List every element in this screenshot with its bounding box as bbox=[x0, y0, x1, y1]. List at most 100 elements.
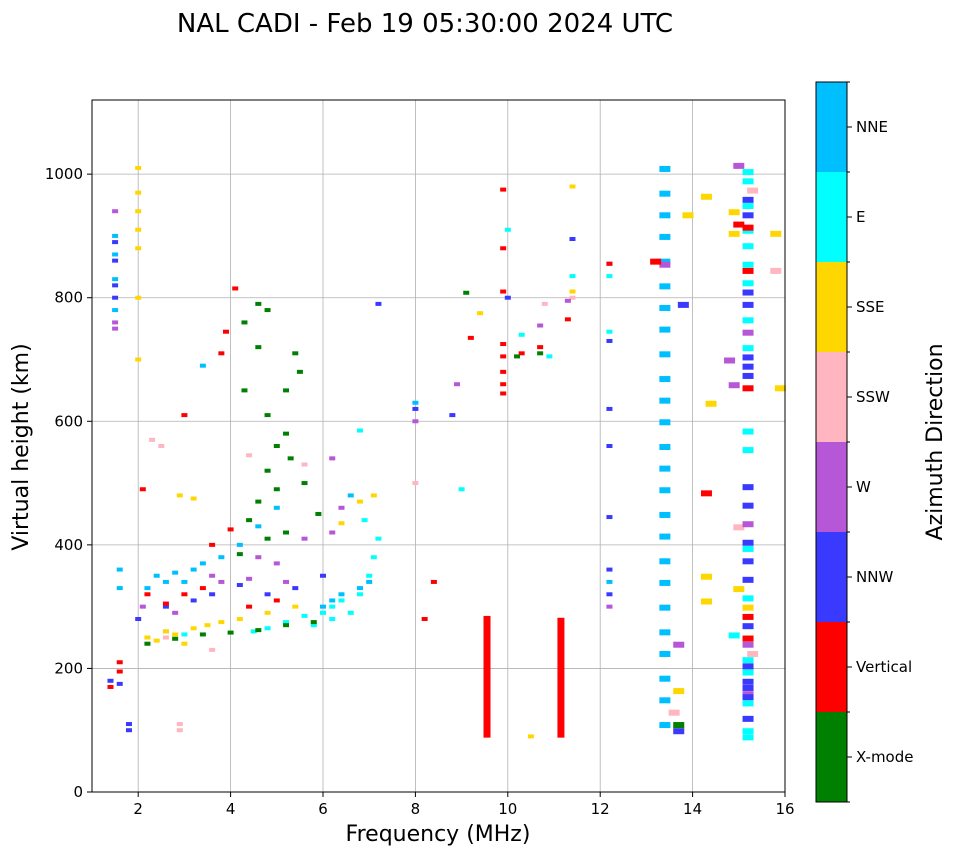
data-point-nne bbox=[273, 505, 280, 510]
data-point-e bbox=[742, 595, 754, 602]
data-point-x-mode bbox=[241, 388, 248, 393]
data-point-sse bbox=[700, 573, 712, 580]
data-point-sse bbox=[135, 246, 142, 251]
data-point-nne bbox=[659, 629, 671, 636]
data-point-x-mode bbox=[310, 620, 317, 625]
data-point-w bbox=[301, 536, 308, 541]
data-point-e bbox=[606, 329, 613, 334]
data-point-nne bbox=[659, 283, 671, 290]
data-point-nne bbox=[659, 558, 671, 565]
data-point-vertical bbox=[139, 487, 146, 492]
data-point-vertical bbox=[742, 635, 754, 642]
data-point-e bbox=[742, 545, 754, 552]
data-point-e bbox=[283, 620, 290, 625]
data-point-nnw bbox=[320, 573, 326, 578]
data-point-x-mode bbox=[255, 345, 262, 350]
data-point-vertical bbox=[500, 369, 507, 374]
data-point-x-mode bbox=[255, 628, 262, 633]
data-point-x-mode bbox=[264, 413, 271, 418]
colorbar-label: Vertical bbox=[856, 658, 912, 676]
data-point-vertical bbox=[107, 684, 114, 689]
data-point-nne bbox=[659, 233, 671, 240]
y-tick-label: 1000 bbox=[45, 165, 83, 183]
data-point-nne bbox=[144, 586, 151, 591]
data-point-w bbox=[112, 209, 119, 214]
data-point-w bbox=[742, 521, 754, 528]
x-tick-label: 4 bbox=[226, 800, 236, 818]
data-point-vertical bbox=[733, 221, 745, 228]
data-point-nne bbox=[659, 722, 671, 729]
data-point-vertical bbox=[742, 613, 754, 620]
data-point-x-mode bbox=[537, 351, 544, 356]
x-tick-label: 16 bbox=[775, 800, 794, 818]
data-point-vertical bbox=[199, 586, 206, 591]
data-point-sse bbox=[135, 209, 142, 214]
data-point-ssw bbox=[770, 267, 782, 274]
data-point-ssw bbox=[162, 635, 169, 640]
x-tick-label: 14 bbox=[683, 800, 702, 818]
data-point-vertical bbox=[430, 579, 437, 584]
data-point-vertical bbox=[116, 660, 123, 665]
data-point-w bbox=[606, 604, 613, 609]
y-tick-label: 200 bbox=[54, 659, 83, 677]
data-point-nnw bbox=[412, 406, 419, 411]
data-point-vertical bbox=[467, 335, 474, 340]
data-point-vertical bbox=[144, 592, 151, 597]
data-point-nnw bbox=[112, 258, 119, 263]
data-point-w bbox=[412, 419, 419, 424]
data-point-nne bbox=[659, 511, 671, 518]
data-point-nnw bbox=[742, 663, 754, 670]
grid-lines bbox=[92, 100, 786, 793]
data-point-ssw bbox=[541, 301, 548, 306]
data-point-sse bbox=[172, 632, 179, 637]
data-point-x-mode bbox=[296, 369, 303, 374]
data-point-sse bbox=[700, 193, 712, 200]
data-point-sse bbox=[370, 493, 377, 498]
colorbar-swatch-nnw bbox=[816, 532, 847, 622]
data-point-sse bbox=[236, 617, 243, 621]
data-point-nne bbox=[116, 586, 123, 591]
data-point-e bbox=[742, 700, 754, 707]
x-axis-label: Frequency (MHz) bbox=[346, 822, 531, 847]
data-point-e bbox=[742, 317, 754, 324]
data-point-nnw bbox=[449, 413, 456, 418]
data-point-nnw bbox=[236, 583, 243, 588]
data-point-nnw bbox=[606, 515, 613, 520]
colorbar-label: NNW bbox=[856, 568, 893, 586]
data-point-nnw bbox=[606, 592, 613, 597]
data-point-sse bbox=[135, 190, 142, 195]
data-point-w bbox=[112, 326, 119, 331]
data-point-w bbox=[728, 382, 740, 389]
data-point-w bbox=[218, 579, 225, 584]
data-point-w bbox=[283, 579, 290, 584]
data-point-x-mode bbox=[199, 632, 206, 637]
data-point-nne bbox=[606, 579, 613, 584]
data-point-nne bbox=[659, 579, 671, 586]
data-point-ssw bbox=[176, 722, 183, 727]
data-point-nne bbox=[659, 487, 671, 494]
data-point-e bbox=[728, 632, 740, 639]
data-point-e bbox=[504, 227, 511, 232]
data-point-nnw bbox=[742, 684, 754, 691]
data-point-w bbox=[209, 573, 216, 578]
data-point-nne bbox=[659, 697, 671, 704]
data-point-nnw bbox=[112, 240, 119, 245]
data-point-vertical bbox=[518, 351, 525, 356]
data-point-e bbox=[250, 629, 257, 634]
data-point-ssw bbox=[246, 453, 253, 458]
data-point-e bbox=[329, 604, 336, 609]
y-tick-label: 400 bbox=[54, 536, 83, 554]
colorbar-title: Azimuth Direction bbox=[923, 343, 948, 540]
x-tick-label: 8 bbox=[411, 800, 421, 818]
data-point-vertical bbox=[500, 246, 507, 251]
data-point-sse bbox=[700, 598, 712, 605]
data-point-nnw bbox=[606, 444, 613, 448]
data-point-ssw bbox=[412, 481, 419, 486]
data-point-vertical bbox=[246, 604, 253, 609]
colorbar-swatch-w bbox=[816, 442, 847, 532]
data-point-vertical bbox=[500, 289, 507, 294]
data-point-w bbox=[172, 610, 179, 615]
data-point-nnw bbox=[742, 539, 754, 546]
data-point-sse bbox=[774, 385, 786, 392]
data-point-x-mode bbox=[236, 552, 243, 557]
